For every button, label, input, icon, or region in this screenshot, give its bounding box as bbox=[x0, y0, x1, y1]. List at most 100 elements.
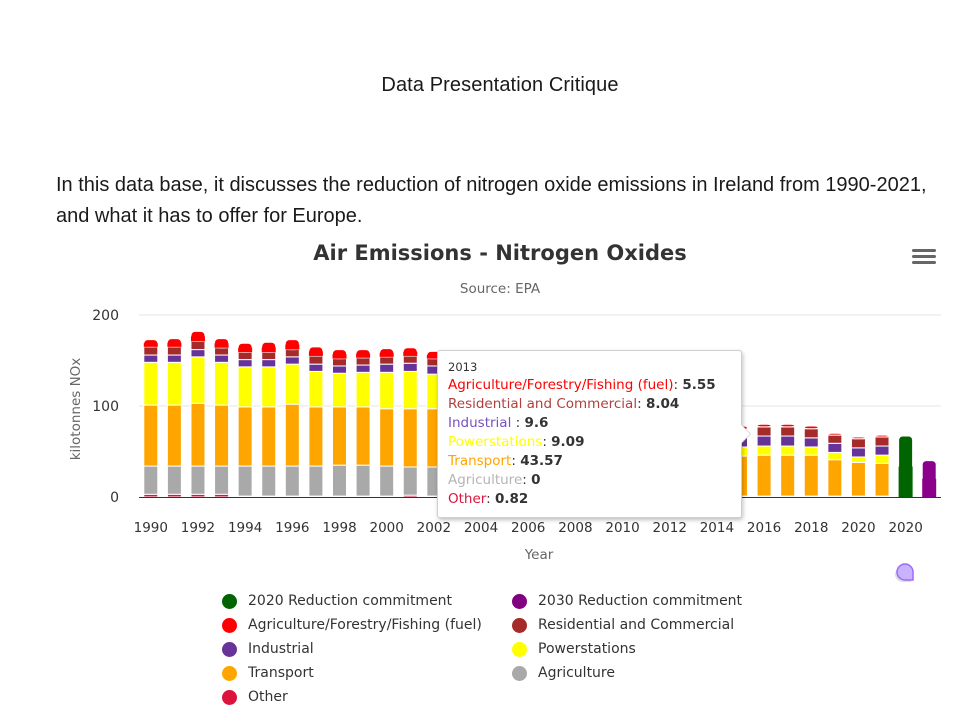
bar-segment-transport-1990[interactable] bbox=[143, 404, 159, 467]
bar-segment-industrial-1993[interactable] bbox=[214, 354, 230, 363]
bar-segment-transport-2017[interactable] bbox=[780, 454, 796, 497]
bar-segment-powerstations-2020[interactable] bbox=[850, 456, 866, 463]
legend-item[interactable]: Industrial bbox=[222, 639, 314, 659]
bar-segment-transport-2019[interactable] bbox=[827, 459, 843, 497]
bar-segment-powerstations-2001[interactable] bbox=[402, 370, 418, 410]
bar-segment-powerstations-1996[interactable] bbox=[284, 363, 300, 405]
bar-segment-residential-and-commercial-1993[interactable] bbox=[214, 347, 230, 356]
bar-segment-powerstations-1994[interactable] bbox=[237, 366, 253, 408]
bar-segment-powerstations-1990[interactable] bbox=[143, 361, 159, 406]
bar-segment-agriculture-1990[interactable] bbox=[143, 465, 159, 495]
legend-item[interactable]: Powerstations bbox=[512, 639, 636, 659]
bar-segment-residential-and-commercial-1994[interactable] bbox=[237, 351, 253, 361]
bar-segment-powerstations-2016[interactable] bbox=[756, 445, 772, 456]
bar-segment-transport-1999[interactable] bbox=[355, 406, 371, 466]
bar-segment-agriculture-2001[interactable] bbox=[402, 466, 418, 496]
bar-segment-transport-2020[interactable] bbox=[850, 461, 866, 497]
bar-segment-residential-and-commercial-2019[interactable] bbox=[827, 434, 843, 444]
bar-segment-industrial-2016[interactable] bbox=[756, 435, 772, 447]
bar-segment-powerstations-1999[interactable] bbox=[355, 371, 371, 408]
bar-segment-transport-1991[interactable] bbox=[166, 404, 182, 467]
bar-segment-powerstations-2000[interactable] bbox=[379, 371, 395, 410]
bar-segment-agriculture-forestry-fishing-fuel-2021[interactable] bbox=[874, 434, 890, 438]
legend-item[interactable]: 2030 Reduction commitment bbox=[512, 591, 742, 611]
bar-segment-residential-and-commercial-1997[interactable] bbox=[308, 355, 324, 365]
bar-segment-agriculture-1991[interactable] bbox=[166, 465, 182, 495]
bar-segment-transport-1997[interactable] bbox=[308, 406, 324, 467]
bar-segment-industrial-2020[interactable] bbox=[850, 447, 866, 458]
bar-segment-transport-2001[interactable] bbox=[402, 408, 418, 468]
bar-segment-powerstations-2021[interactable] bbox=[874, 454, 890, 464]
bar-segment-industrial-1990[interactable] bbox=[143, 354, 159, 363]
legend-item[interactable]: Agriculture bbox=[512, 663, 615, 683]
bar-segment-residential-and-commercial-1991[interactable] bbox=[166, 346, 182, 356]
legend-item[interactable]: Other bbox=[222, 687, 288, 707]
bar-segment-transport-1994[interactable] bbox=[237, 406, 253, 467]
bar-segment-powerstations-1995[interactable] bbox=[261, 366, 277, 408]
bar-segment-residential-and-commercial-1996[interactable] bbox=[284, 349, 300, 358]
bar-segment-industrial-1999[interactable] bbox=[355, 364, 371, 373]
bar-segment-residential-and-commercial-2000[interactable] bbox=[379, 356, 395, 365]
bar-segment-powerstations-2018[interactable] bbox=[803, 446, 819, 456]
bar-segment-powerstations-1998[interactable] bbox=[332, 372, 347, 408]
bar-segment-agriculture-1996[interactable] bbox=[284, 465, 300, 497]
bar-segment-agriculture-forestry-fishing-fuel-2020[interactable] bbox=[850, 436, 866, 440]
bar-segment-residential-and-commercial-2021[interactable] bbox=[874, 436, 890, 447]
bar-segment-agriculture-1995[interactable] bbox=[261, 465, 277, 497]
bar-segment-residential-and-commercial-2018[interactable] bbox=[803, 428, 819, 439]
bar-segment-powerstations-1997[interactable] bbox=[308, 370, 324, 408]
bar-segment-transport-2000[interactable] bbox=[379, 408, 395, 467]
bar-segment-industrial-2019[interactable] bbox=[827, 442, 843, 453]
bar-segment-transport-1992[interactable] bbox=[190, 402, 206, 467]
bar-segment-powerstations-1993[interactable] bbox=[214, 361, 230, 406]
bar-segment-industrial-1998[interactable] bbox=[332, 365, 347, 374]
bar-segment-residential-and-commercial-2001[interactable] bbox=[402, 355, 418, 364]
bar-segment-industrial-2021[interactable] bbox=[874, 445, 890, 456]
bar-segment-industrial-1995[interactable] bbox=[261, 359, 277, 368]
bar-segment-agriculture-1997[interactable] bbox=[308, 465, 324, 497]
bar-segment-powerstations-2017[interactable] bbox=[780, 445, 796, 456]
bar-segment-agriculture-1998[interactable] bbox=[332, 464, 347, 497]
bar-segment-transport-2018[interactable] bbox=[803, 454, 819, 497]
bar-segment-agriculture-1994[interactable] bbox=[237, 465, 253, 497]
bar-segment-residential-and-commercial-1995[interactable] bbox=[261, 351, 277, 361]
bar-segment-agriculture-forestry-fishing-fuel-2018[interactable] bbox=[803, 425, 819, 430]
bar-segment-industrial-1997[interactable] bbox=[308, 363, 324, 372]
bar-segment-transport-1996[interactable] bbox=[284, 403, 300, 467]
bar-segment-transport-2021[interactable] bbox=[874, 462, 890, 497]
bar-segment-residential-and-commercial-2020[interactable] bbox=[850, 438, 866, 449]
bar-segment-residential-and-commercial-1992[interactable] bbox=[190, 340, 206, 351]
bar-segment-powerstations-1992[interactable] bbox=[190, 356, 206, 404]
chart-menu-button[interactable] bbox=[912, 246, 936, 266]
bar-segment-transport-1995[interactable] bbox=[261, 406, 277, 467]
legend-item[interactable]: 2020 Reduction commitment bbox=[222, 591, 452, 611]
bar-segment-transport-2016[interactable] bbox=[756, 454, 772, 497]
bar-segment-agriculture-forestry-fishing-fuel-2017[interactable] bbox=[780, 423, 796, 428]
bar-segment-industrial-2000[interactable] bbox=[379, 363, 395, 373]
bar-segment-industrial-2001[interactable] bbox=[402, 362, 418, 372]
bar-segment-powerstations-2019[interactable] bbox=[827, 451, 843, 461]
bar-segment-industrial-1992[interactable] bbox=[190, 349, 206, 358]
bar-segment-transport-1993[interactable] bbox=[214, 404, 230, 467]
bar-segment-agriculture-forestry-fishing-fuel-2019[interactable] bbox=[827, 432, 843, 436]
bar-segment-agriculture-1993[interactable] bbox=[214, 465, 230, 495]
bar-segment-residential-and-commercial-2017[interactable] bbox=[780, 426, 796, 437]
bar-segment-industrial-2018[interactable] bbox=[803, 437, 819, 448]
bar-segment-residential-and-commercial-1990[interactable] bbox=[143, 346, 159, 356]
bar-segment-transport-1998[interactable] bbox=[332, 406, 347, 466]
legend-item[interactable]: Transport bbox=[222, 663, 314, 683]
bar-segment-residential-and-commercial-1998[interactable] bbox=[332, 358, 347, 367]
bar-segment-agriculture-1999[interactable] bbox=[355, 464, 371, 497]
bar-segment-agriculture-2000[interactable] bbox=[379, 465, 395, 497]
bar-segment-industrial-2017[interactable] bbox=[780, 435, 796, 447]
bar-segment-residential-and-commercial-1999[interactable] bbox=[355, 357, 371, 366]
bar-segment-industrial-1994[interactable] bbox=[237, 359, 253, 368]
legend-item[interactable]: Residential and Commercial bbox=[512, 615, 734, 635]
chat-assistant-icon[interactable] bbox=[893, 561, 915, 583]
bar-segment-agriculture-1992[interactable] bbox=[190, 465, 206, 495]
bar-segment-agriculture-forestry-fishing-fuel-2016[interactable] bbox=[756, 423, 772, 428]
bar-segment-industrial-1991[interactable] bbox=[166, 354, 182, 363]
bar-segment-powerstations-1991[interactable] bbox=[166, 361, 182, 406]
bar-segment-residential-and-commercial-2016[interactable] bbox=[756, 426, 772, 437]
bar-segment-industrial-1996[interactable] bbox=[284, 356, 300, 365]
